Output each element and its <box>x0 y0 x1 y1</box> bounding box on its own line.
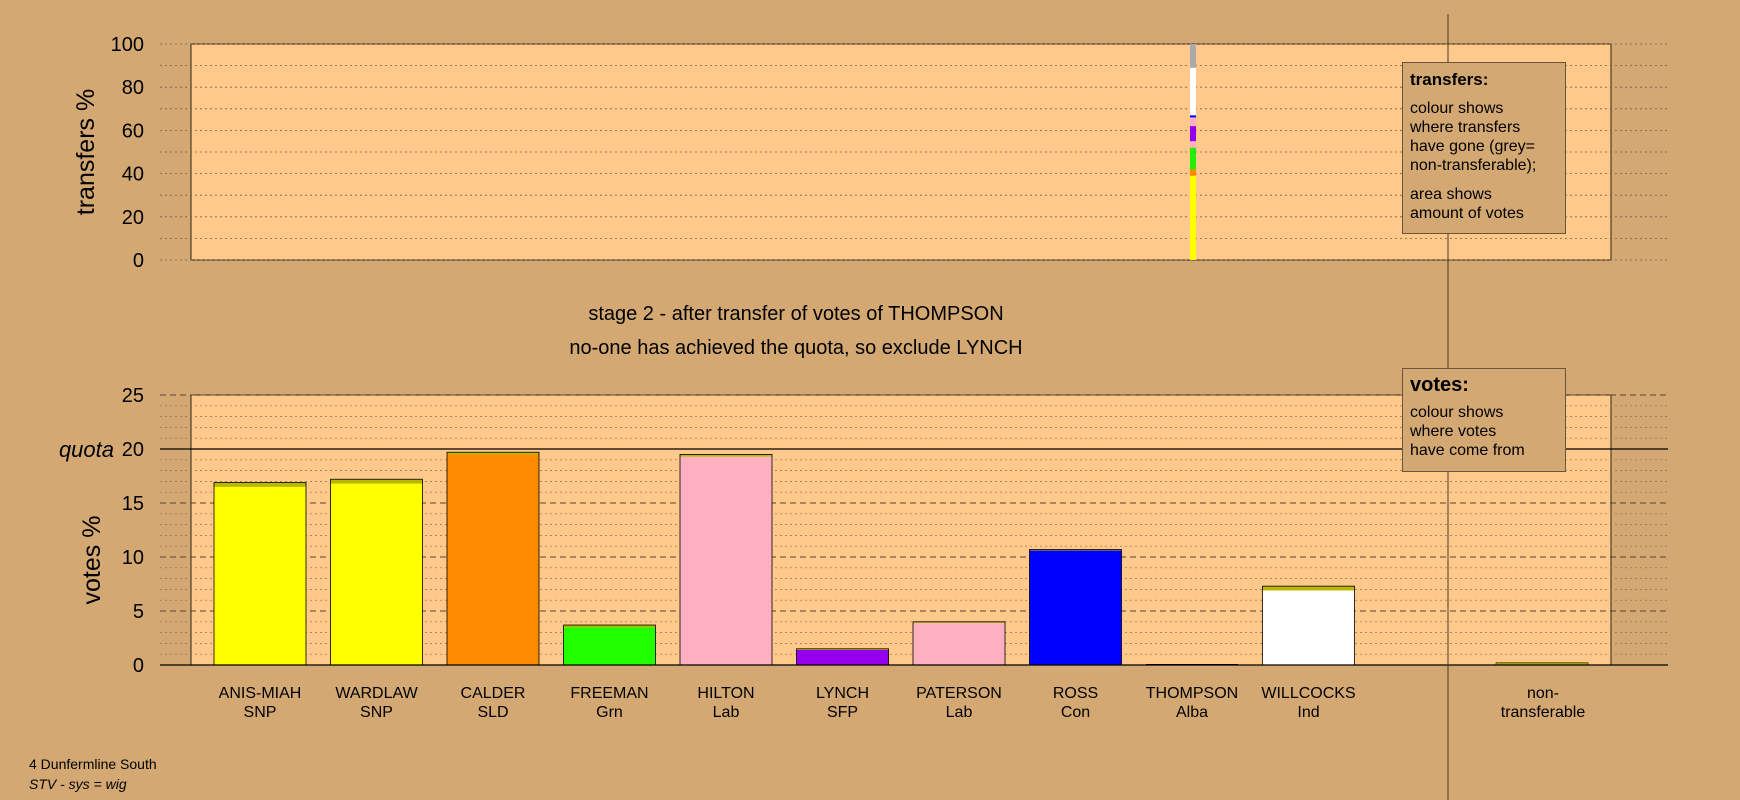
bar-segment <box>447 454 539 665</box>
candidate-party-label: SNP <box>244 704 277 721</box>
transfers-y-tick-label: 0 <box>133 250 144 272</box>
transfers-legend-text: colour shows where transfers have gone (… <box>1410 100 1537 174</box>
constituency-label: 4 Dunfermline South <box>29 756 157 772</box>
candidate-name-label: ROSS <box>1053 685 1098 702</box>
transfers-y-tick-label: 60 <box>122 120 144 142</box>
transfer-segment <box>1190 147 1196 170</box>
transfer-segment <box>1190 126 1196 142</box>
non-transferable-label-line1: non- <box>1527 685 1559 702</box>
bar-segment <box>1029 550 1122 665</box>
candidate-party-label: Lab <box>946 704 973 721</box>
votes-legend-title: votes: <box>1410 374 1469 396</box>
stage-title: stage 2 - after transfer of votes of THO… <box>588 303 1003 325</box>
non-transferable-label-line2: transferable <box>1501 704 1586 721</box>
candidate-party-label: Grn <box>596 704 623 721</box>
transfer-segment <box>1190 67 1196 116</box>
bar-segment <box>1029 549 1122 551</box>
bar-segment <box>1262 590 1355 665</box>
candidate-name-label: ANIS-MIAH <box>219 685 302 702</box>
transfers-y-axis-label: transfers % <box>72 89 100 215</box>
votes-plot-area <box>190 394 1612 666</box>
candidate-name-label: CALDER <box>461 685 526 702</box>
transfer-segment <box>1190 117 1196 127</box>
quota-label: quota <box>59 437 114 462</box>
candidate-name-label: PATERSON <box>916 685 1002 702</box>
candidate-name-label: THOMPSON <box>1146 685 1238 702</box>
transfers-legend-area-text: area shows amount of votes <box>1410 186 1524 222</box>
votes-y-tick-label: 15 <box>122 493 144 515</box>
candidate-name-label: WARDLAW <box>335 685 418 702</box>
votes-legend-text: colour shows where votes have come from <box>1410 404 1525 459</box>
transfer-segment <box>1190 115 1196 118</box>
bar-segment <box>796 648 889 650</box>
transfers-y-tick-label: 80 <box>122 77 144 99</box>
votes-y-tick-label: 0 <box>133 655 144 677</box>
transfers-y-tick-label: 40 <box>122 164 144 186</box>
transfers-legend: transfers: colour shows where transfers … <box>1402 62 1566 234</box>
candidate-party-label: SLD <box>477 704 508 721</box>
votes-y-axis-label: votes % <box>78 516 106 605</box>
bar-segment <box>913 621 1005 623</box>
votes-y-tick-label: 20 <box>122 439 144 461</box>
candidate-party-label: Ind <box>1297 704 1319 721</box>
candidate-name-label: FREEMAN <box>570 685 648 702</box>
votes-y-tick-label: 25 <box>122 385 144 407</box>
bar-segment <box>563 625 656 628</box>
bar-segment <box>680 456 772 665</box>
transfer-segment <box>1190 169 1196 176</box>
candidate-name-label: WILLCOCKS <box>1261 685 1355 702</box>
bar-segment <box>330 479 423 484</box>
transfer-segment <box>1190 141 1196 148</box>
candidate-name-label: HILTON <box>697 685 754 702</box>
candidate-party-label: Lab <box>713 704 740 721</box>
bar-segment <box>1262 586 1355 591</box>
votes-y-tick-label: 10 <box>122 547 144 569</box>
bar-segment <box>913 622 1005 665</box>
candidate-party-label: Alba <box>1176 704 1208 721</box>
stage-subtitle: no-one has achieved the quota, so exclud… <box>569 337 1022 359</box>
transfers-y-tick-label: 100 <box>111 34 144 56</box>
transfers-y-tick-label: 20 <box>122 207 144 229</box>
transfer-segment <box>1190 44 1196 68</box>
votes-legend: votes: colour shows where votes have com… <box>1402 368 1566 472</box>
transfer-segment <box>1190 175 1196 260</box>
bar-segment <box>214 486 306 665</box>
bar-segment <box>796 649 889 665</box>
candidate-party-label: SFP <box>827 704 858 721</box>
candidate-name-label: LYNCH <box>816 685 869 702</box>
transfers-legend-title: transfers: <box>1410 70 1489 89</box>
bar-segment <box>330 483 423 665</box>
candidate-party-label: SNP <box>360 704 393 721</box>
bar-segment <box>447 452 539 455</box>
system-label: STV - sys = wig <box>29 776 127 792</box>
bar-segment <box>563 627 656 665</box>
candidate-party-label: Con <box>1061 704 1090 721</box>
votes-y-tick-label: 5 <box>133 601 144 623</box>
bar-segment <box>214 482 306 487</box>
bar-segment <box>680 454 772 457</box>
